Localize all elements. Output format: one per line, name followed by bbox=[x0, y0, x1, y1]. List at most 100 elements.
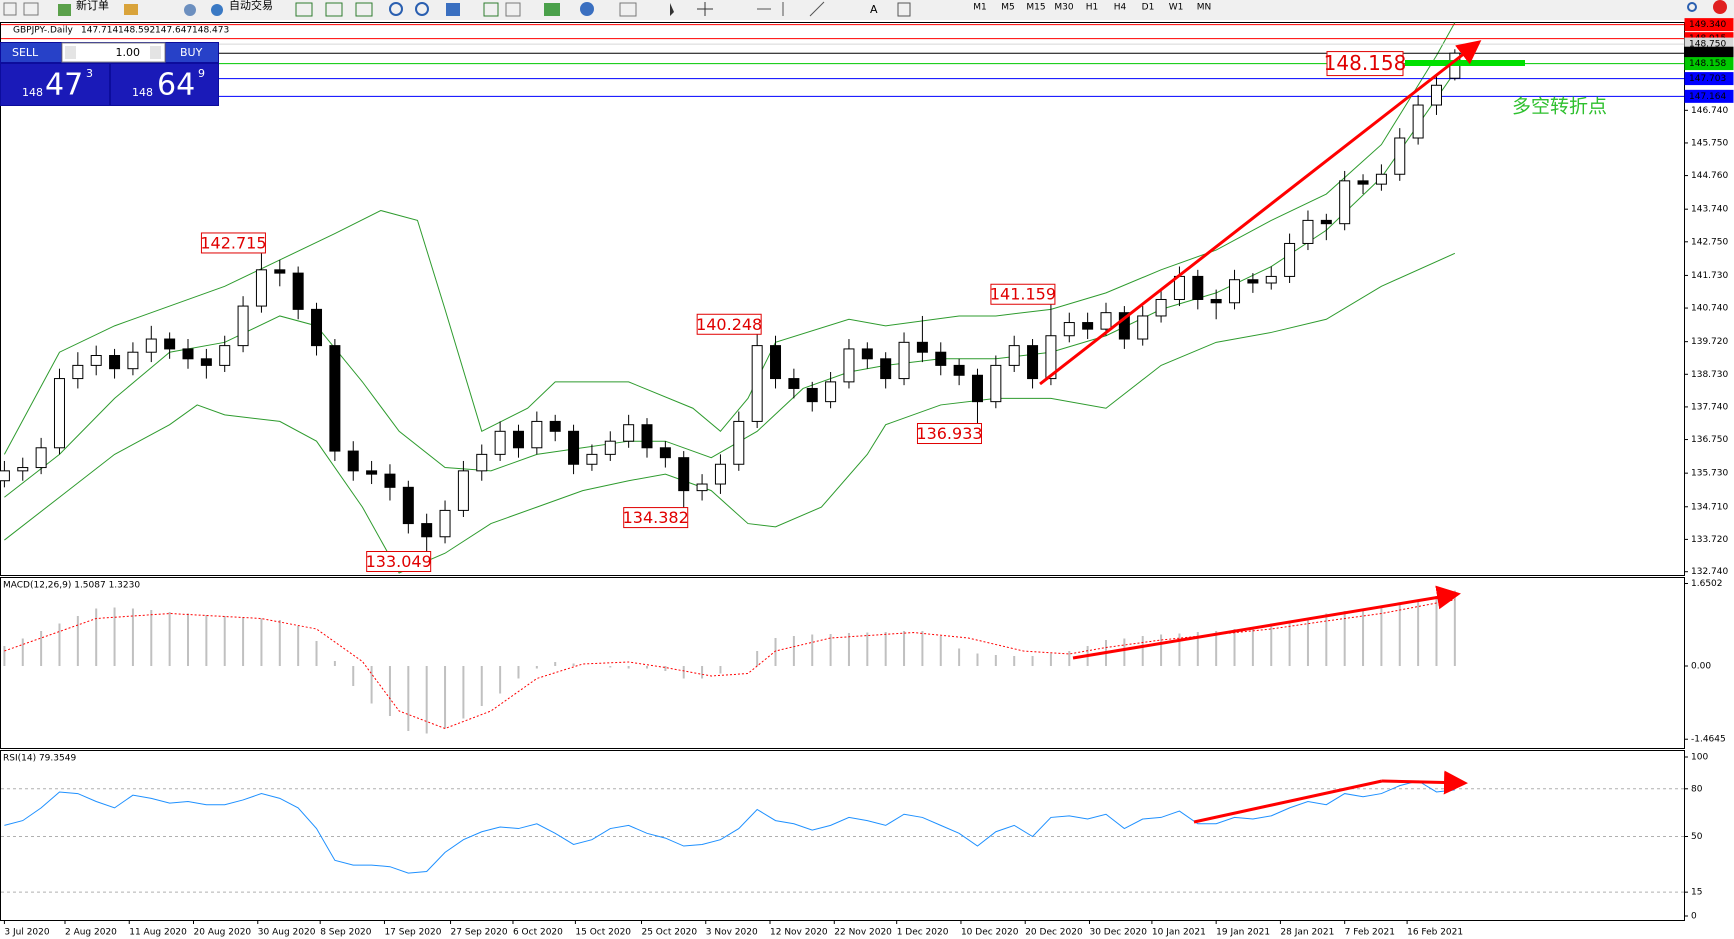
annotation-box bbox=[200, 232, 266, 254]
candle-body bbox=[329, 345, 341, 452]
toolbar bbox=[0, 0, 1734, 20]
buy-label[interactable]: BUY bbox=[180, 46, 203, 59]
x-tick-label: 15 Oct 2020 bbox=[575, 928, 631, 938]
x-tick-label: 10 Dec 2020 bbox=[961, 928, 1019, 938]
candle-body bbox=[164, 338, 176, 350]
x-tick-label: 2 Aug 2020 bbox=[65, 928, 117, 938]
x-tick-label: 12 Nov 2020 bbox=[770, 928, 828, 938]
sell-label[interactable]: SELL bbox=[12, 46, 39, 59]
timeframes: M1 M5 M15 M30 H1 H4 D1 W1 MN bbox=[973, 3, 1211, 13]
y-tick-label: 138.730 bbox=[1691, 370, 1728, 380]
timeframe[interactable]: M15 bbox=[1026, 3, 1045, 13]
candle-body bbox=[586, 453, 598, 465]
candle-body bbox=[1008, 345, 1020, 366]
rsi-line bbox=[4, 780, 1455, 874]
timeframe[interactable]: H1 bbox=[1086, 3, 1099, 13]
y-tick-label: 140.740 bbox=[1691, 304, 1728, 314]
x-tick-label: 30 Aug 2020 bbox=[258, 928, 316, 938]
ask-pips: 64 bbox=[157, 68, 195, 103]
candle-body bbox=[549, 420, 561, 432]
y-tick-label: 80 bbox=[1691, 784, 1703, 794]
x-tick-label: 10 Jan 2021 bbox=[1152, 928, 1206, 938]
candle-body bbox=[1192, 275, 1204, 300]
candle-body bbox=[1100, 312, 1112, 330]
y-tick-label: 15 bbox=[1691, 888, 1702, 898]
annotation-box bbox=[990, 283, 1056, 305]
candle-body bbox=[109, 355, 121, 370]
price-tag bbox=[1684, 72, 1734, 86]
level-callout: 148.158 bbox=[1324, 51, 1407, 75]
candle-body bbox=[127, 351, 139, 370]
level-callout-box bbox=[1326, 51, 1404, 77]
candle-body bbox=[1412, 104, 1424, 139]
candle-body bbox=[439, 509, 451, 538]
candle-body bbox=[1284, 242, 1296, 277]
candle-body bbox=[568, 430, 580, 465]
candle-body bbox=[476, 453, 488, 472]
timeframe[interactable]: D1 bbox=[1142, 3, 1155, 13]
timeframe[interactable]: W1 bbox=[1169, 3, 1184, 13]
panel-title: RSI(14) 79.3549 bbox=[3, 754, 76, 764]
ask-frac: 9 bbox=[198, 67, 205, 80]
turning-note: 多空转折点 bbox=[1512, 96, 1607, 118]
annotation-label: 140.248 bbox=[696, 315, 762, 334]
lots-value[interactable]: 1.00 bbox=[116, 46, 141, 59]
x-tick-label: 19 Jan 2021 bbox=[1216, 928, 1270, 938]
price-tag bbox=[1684, 89, 1734, 103]
y-tick-label: 143.740 bbox=[1691, 205, 1728, 215]
candle-body bbox=[384, 473, 396, 488]
rsi-arrow bbox=[1381, 770, 1468, 795]
y-tick-label: 142.750 bbox=[1691, 237, 1728, 247]
candle-body bbox=[1063, 322, 1075, 337]
timeframe[interactable]: MN bbox=[1197, 3, 1212, 13]
candle-body bbox=[237, 305, 249, 347]
timeframe[interactable]: M30 bbox=[1054, 3, 1073, 13]
y-tick-label: 1.6502 bbox=[1691, 579, 1723, 589]
candle-body bbox=[751, 345, 763, 422]
annotation-box bbox=[623, 507, 689, 529]
candle-body bbox=[714, 463, 726, 485]
bid-box[interactable] bbox=[1, 64, 109, 105]
y-tick-label: -1.4645 bbox=[1691, 735, 1726, 745]
candle-body bbox=[1265, 275, 1277, 284]
candle-body bbox=[880, 358, 892, 380]
y-tick-label: 144.760 bbox=[1691, 171, 1728, 181]
candle-body bbox=[916, 341, 928, 353]
candle-body bbox=[696, 483, 708, 492]
candle-body bbox=[292, 272, 304, 310]
toolbar-new-order[interactable]: 新订单 bbox=[76, 0, 109, 12]
y-tick-label: 135.730 bbox=[1691, 469, 1728, 479]
price-tag-label: 148.750 bbox=[1689, 40, 1726, 50]
header-close: 148.473 bbox=[192, 26, 229, 36]
timeframe[interactable]: H4 bbox=[1114, 3, 1127, 13]
candle-body bbox=[182, 348, 194, 360]
rsi-panel bbox=[0, 750, 1685, 921]
toolbar-auto-trade[interactable]: 自动交易 bbox=[229, 0, 273, 12]
ask-box[interactable] bbox=[111, 64, 218, 105]
candle-body bbox=[898, 341, 910, 380]
candle-body bbox=[1210, 298, 1222, 304]
annotation-label: 141.159 bbox=[990, 285, 1056, 304]
sell-button[interactable] bbox=[1, 43, 61, 62]
y-tick-label: 136.750 bbox=[1691, 435, 1728, 445]
candle-body bbox=[366, 470, 378, 475]
candle-body bbox=[1339, 180, 1351, 225]
candle-body bbox=[659, 447, 671, 459]
x-tick-label: 3 Jul 2020 bbox=[4, 928, 49, 938]
lots-box[interactable] bbox=[61, 42, 166, 63]
x-tick-label: 25 Oct 2020 bbox=[641, 928, 697, 938]
candle-body bbox=[457, 470, 469, 511]
y-tick-label: 134.710 bbox=[1691, 502, 1728, 512]
timeframe[interactable]: M1 bbox=[973, 3, 987, 13]
x-tick-label: 27 Sep 2020 bbox=[451, 928, 508, 938]
candle-body bbox=[1394, 137, 1406, 175]
buy-button[interactable] bbox=[166, 43, 218, 62]
y-tick-label: 50 bbox=[1691, 832, 1703, 842]
x-tick-label: 28 Jan 2021 bbox=[1280, 928, 1334, 938]
price-tag bbox=[1684, 57, 1734, 71]
candle-body bbox=[35, 447, 47, 469]
timeframe[interactable]: M5 bbox=[1001, 3, 1015, 13]
x-tick-label: 6 Oct 2020 bbox=[513, 928, 563, 938]
bollinger-band bbox=[3, 22, 1456, 455]
